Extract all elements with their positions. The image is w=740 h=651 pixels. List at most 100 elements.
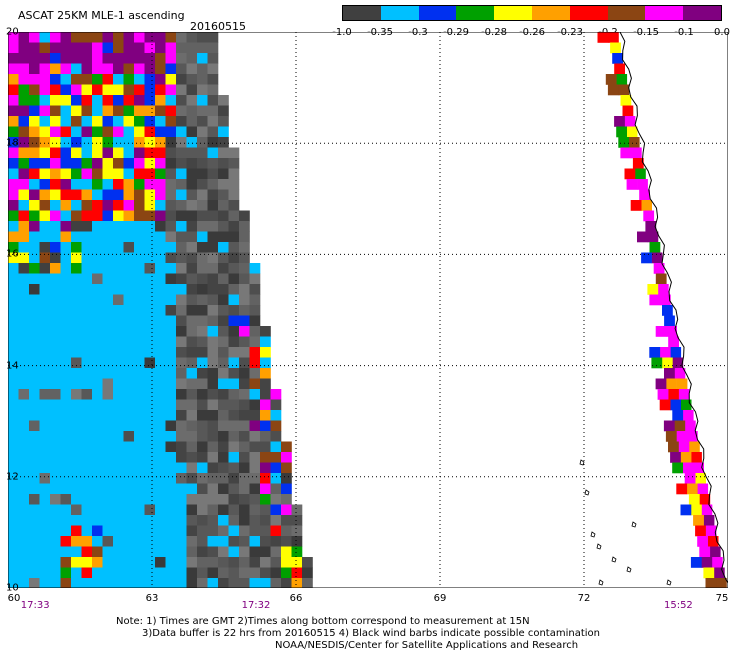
swath-cell [207, 504, 219, 516]
swath-cell [18, 410, 30, 421]
swath-cell [155, 53, 166, 64]
swath-cell [678, 389, 690, 400]
swath-cell [218, 494, 229, 505]
swath-cell [676, 431, 688, 442]
swath-cell [176, 158, 187, 169]
swath-cell [651, 357, 663, 369]
swath-cell [134, 273, 145, 285]
swath-cell [270, 515, 282, 526]
swath-cell [71, 462, 82, 474]
swath-cell [176, 189, 187, 201]
swath-cell [71, 473, 82, 484]
swath-cell [197, 252, 208, 264]
swath-cell [186, 462, 198, 474]
swath-cell [647, 284, 659, 295]
swath-cell [8, 189, 19, 201]
swath-cell [186, 147, 198, 159]
swath-cell [186, 179, 198, 190]
swath-cell [8, 347, 19, 358]
swath-cell [134, 420, 145, 432]
swath-cell [92, 536, 103, 547]
swath-cell [176, 347, 187, 358]
swath-cell [50, 63, 61, 75]
swath-cell [249, 473, 261, 484]
swath-cell [207, 42, 219, 54]
swath-cell [134, 410, 145, 421]
swath-cell [8, 242, 19, 253]
swath-cell [165, 420, 177, 432]
swath-cell [155, 473, 166, 484]
swath-cell [29, 189, 40, 201]
swath-cell [60, 158, 72, 169]
swath-cell [50, 357, 61, 369]
swath-cell [270, 399, 282, 411]
swath-cell [60, 252, 72, 264]
swath-cell [165, 399, 177, 411]
swath-cell [144, 389, 156, 400]
swath-cell [29, 315, 40, 327]
swath-cell [176, 242, 187, 253]
swath-cell [102, 557, 114, 568]
swath-cell [144, 336, 156, 348]
swath-cell [165, 105, 177, 117]
swath-cell [81, 473, 93, 484]
swath-cell [71, 494, 82, 505]
swath-cell [701, 504, 713, 516]
swath-cell [155, 294, 166, 306]
swath-cell [176, 315, 187, 327]
island-outline [666, 579, 672, 586]
swath-cell [29, 105, 40, 117]
swath-cell [8, 32, 19, 43]
swath-cell [666, 326, 677, 337]
swath-cell [8, 420, 19, 432]
swath-cell [610, 42, 621, 54]
swath-cell [50, 326, 61, 337]
swath-cell [207, 483, 219, 495]
swath-cell [186, 368, 198, 379]
swath-cell [18, 336, 30, 348]
swath-cell [260, 578, 271, 588]
swath-cell [197, 200, 208, 211]
swath-cell [144, 231, 156, 243]
swath-cell [239, 410, 250, 421]
swath-cell [686, 483, 698, 495]
swath-cell [260, 536, 271, 547]
swath-cell [144, 525, 156, 537]
swath-cell [113, 137, 124, 148]
swath-cell [71, 263, 82, 274]
swath-cell [637, 179, 648, 190]
swath-cell [176, 273, 187, 285]
swath-cell [113, 105, 124, 117]
swath-cell [81, 231, 93, 243]
swath-cell [260, 336, 271, 348]
swath-cell [218, 168, 229, 180]
swath-cell [134, 515, 145, 526]
swath-cell [18, 347, 30, 358]
swath-cell [207, 273, 219, 285]
swath-cell [50, 420, 61, 432]
swath-cell [134, 137, 145, 148]
swath-cell [60, 473, 72, 484]
swath-cell [701, 557, 713, 568]
swath-cell [165, 378, 177, 390]
swath-cell [8, 231, 19, 243]
swath-cell [123, 399, 135, 411]
swath-cell [18, 378, 30, 390]
swath-cell [123, 494, 135, 505]
longitude-label: 69 [433, 593, 447, 604]
swath-cell [123, 53, 135, 64]
swath-cell [81, 525, 93, 537]
swath-cell [207, 179, 219, 190]
swath-cell [620, 147, 632, 159]
map-date: 20160515 [190, 20, 246, 33]
swath-cell [632, 158, 644, 169]
swath-cell [92, 420, 103, 432]
color-scale-segment [683, 6, 721, 20]
swath-cell [123, 252, 135, 264]
swath-cell [71, 242, 82, 253]
swath-cell [260, 441, 271, 453]
swath-cell [81, 347, 93, 358]
swath-cell [186, 525, 198, 537]
swath-cell [134, 483, 145, 495]
swath-cell [228, 420, 240, 432]
